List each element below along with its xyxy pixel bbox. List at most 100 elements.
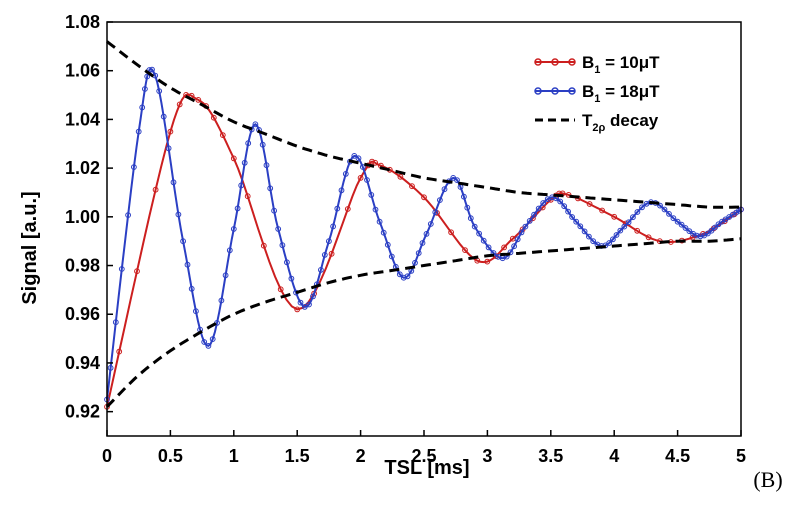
legend-swatch-marker xyxy=(534,87,542,95)
series-2-marker xyxy=(118,266,125,272)
series-1-marker xyxy=(344,206,351,212)
y-tick-label: 0.96 xyxy=(65,304,100,324)
y-axis-label: Signal [a.u.] xyxy=(19,191,41,304)
y-axis-ticks: 0.92 0.94 0.96 0.98 1.00 1.02 1.04 1.06 1.08 xyxy=(65,12,113,422)
panel-label: (B) xyxy=(753,467,782,492)
series-2-marker xyxy=(586,233,592,240)
y-tick-label: 1.02 xyxy=(65,158,100,178)
series-2-marker xyxy=(372,206,379,213)
series-2-marker xyxy=(252,121,259,128)
y-tick-label: 0.98 xyxy=(65,256,100,276)
series-2-marker xyxy=(271,207,278,214)
series-2-marker xyxy=(259,141,266,148)
series-1-marker xyxy=(328,250,335,257)
series-2-marker xyxy=(205,343,212,349)
series-2-marker xyxy=(359,164,366,170)
series-2-marker xyxy=(321,252,328,258)
series-2-marker xyxy=(712,224,718,231)
series-2-marker xyxy=(464,204,471,211)
series-1-marker xyxy=(397,173,404,180)
series-2-marker xyxy=(423,231,430,237)
series-2-marker xyxy=(165,145,172,152)
series-2-marker xyxy=(630,214,636,221)
series-1-marker xyxy=(565,192,572,198)
series-2-marker xyxy=(639,204,645,211)
legend-swatch-marker xyxy=(568,58,576,66)
decay-envelope-upper xyxy=(106,40,741,209)
series-2-marker xyxy=(522,223,529,230)
series-1-marker xyxy=(260,242,267,249)
series-2-marker xyxy=(412,259,418,266)
series-2-marker xyxy=(188,285,195,292)
series-2-marker xyxy=(666,211,672,217)
series-2-marker xyxy=(279,242,286,249)
series-2-marker xyxy=(275,226,282,232)
series-2-marker xyxy=(617,227,624,234)
series-2-marker xyxy=(131,164,137,171)
series-2-marker xyxy=(184,261,191,268)
series-1-marker xyxy=(210,114,217,121)
series-2-marker xyxy=(511,243,517,250)
legend-swatch-marker xyxy=(551,87,559,95)
series-2-marker xyxy=(238,182,245,189)
series-2-marker xyxy=(613,232,620,238)
series-2-marker xyxy=(437,197,443,204)
series-2-marker xyxy=(112,319,119,326)
series-2-marker xyxy=(507,249,514,256)
x-axis-ticks: 0 0.5 1 1.5 2 2.5 3 3.5 4 4.5 5 xyxy=(102,430,746,466)
series-1-marker xyxy=(294,306,301,313)
series-2-marker xyxy=(135,128,142,135)
series-2-marker xyxy=(400,274,407,281)
series-2-marker xyxy=(549,194,555,201)
x-tick-label: 0 xyxy=(102,446,112,466)
series-2-marker xyxy=(201,339,208,345)
legend-label: B1 = 10μT xyxy=(582,53,660,76)
series-2-marker xyxy=(531,211,537,218)
series-line-1 xyxy=(106,93,742,408)
series-2-marker xyxy=(535,205,542,212)
series-2-marker xyxy=(415,250,422,257)
series-2-marker xyxy=(384,241,391,248)
x-tick-label: 4.5 xyxy=(665,446,690,466)
series-1-marker xyxy=(152,186,159,193)
series-1-marker xyxy=(484,258,491,265)
series-1-marker xyxy=(462,247,468,254)
legend-swatch-marker xyxy=(551,58,559,66)
series-2-marker xyxy=(674,218,681,225)
series-2-marker xyxy=(263,162,270,169)
series-1-marker xyxy=(599,207,605,214)
legend-swatch-marker xyxy=(534,58,542,66)
series-2-marker xyxy=(338,187,345,194)
series-2-marker xyxy=(670,215,677,222)
x-tick-label: 1 xyxy=(229,446,239,466)
series-1-marker xyxy=(357,175,364,181)
y-tick-label: 1.06 xyxy=(65,61,100,81)
series-2-marker xyxy=(326,238,332,245)
decay-group xyxy=(105,40,742,408)
y-tick-label: 1.00 xyxy=(65,207,100,227)
series-2-marker xyxy=(606,240,613,246)
series-2-marker xyxy=(368,192,375,198)
legend: B1 = 10μT B1 = 18μT T2ρ decay xyxy=(534,53,660,134)
x-tick-label: 3 xyxy=(482,446,492,466)
series-2-marker xyxy=(441,186,448,193)
x-tick-label: 2.5 xyxy=(411,446,436,466)
x-tick-label: 2 xyxy=(356,446,366,466)
series-1-marker xyxy=(167,128,174,135)
series-2-marker xyxy=(318,267,324,273)
series-2-marker xyxy=(634,209,641,215)
series-2-marker xyxy=(561,203,568,210)
series-2-marker xyxy=(209,336,216,343)
decay-envelope-lower xyxy=(105,237,742,408)
series-2-marker xyxy=(218,297,225,304)
series-2-marker xyxy=(241,159,248,166)
series-2-marker xyxy=(480,237,487,244)
series-2-marker xyxy=(125,212,132,219)
series-2-marker xyxy=(142,86,148,92)
series-2-marker xyxy=(149,66,155,73)
series-2-marker xyxy=(297,299,304,306)
series-2-marker xyxy=(267,185,274,192)
x-tick-label: 5 xyxy=(736,446,746,466)
series-1-marker xyxy=(195,97,202,103)
x-tick-label: 3.5 xyxy=(538,446,563,466)
